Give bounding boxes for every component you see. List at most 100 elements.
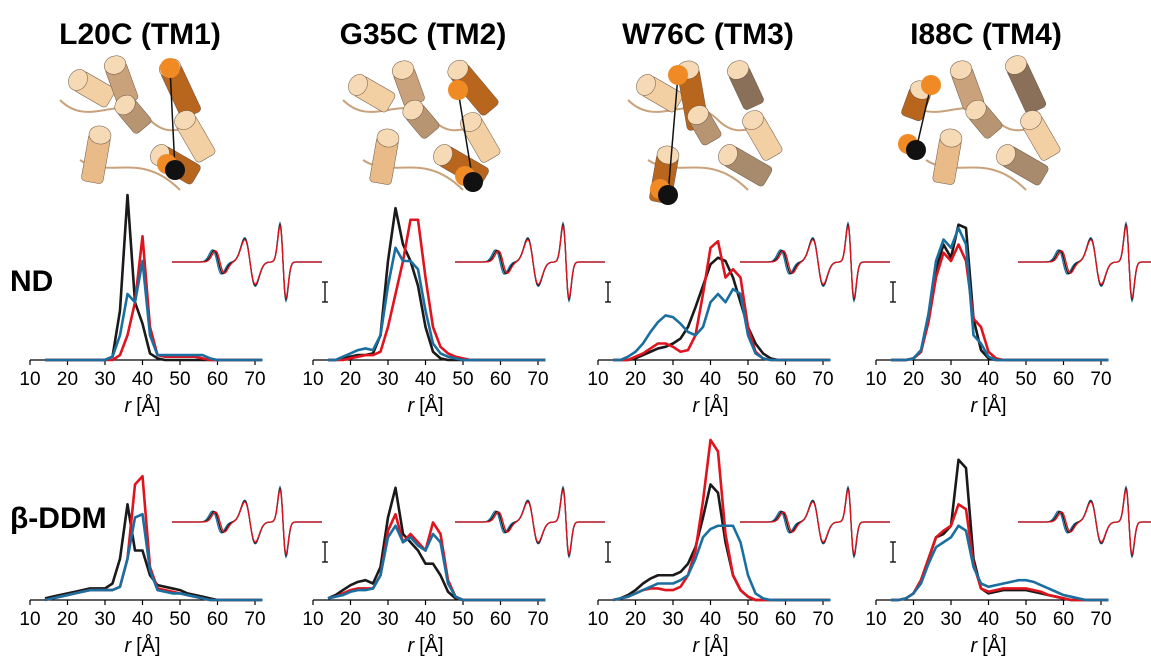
x-tick-label: 20: [903, 609, 924, 630]
x-axis-label: r [Å]: [124, 634, 160, 657]
x-tick-label: 70: [244, 369, 265, 390]
x-tick-label: 40: [132, 369, 153, 390]
spin-link: [457, 89, 474, 183]
helix: [447, 59, 499, 116]
x-tick-label: 30: [94, 609, 115, 630]
x-axis-unit: [Å]: [419, 394, 443, 417]
x-tick-label: 30: [94, 369, 115, 390]
column-title: G35C (TM2): [340, 18, 507, 51]
helix: [636, 74, 684, 113]
helix-cap: [348, 74, 368, 96]
x-axis-label: r [Å]: [692, 394, 728, 417]
x-tick-label: 60: [775, 369, 796, 390]
x-tick-label: 60: [1053, 609, 1074, 630]
distance-distribution: [45, 193, 263, 362]
x-tick-label: 40: [415, 609, 436, 630]
x-tick-label: 30: [377, 369, 398, 390]
x-tick-label: 10: [19, 609, 40, 630]
x-axis-label: r [Å]: [692, 634, 728, 657]
distance-distribution: [328, 246, 546, 362]
x-tick-label: 30: [940, 609, 961, 630]
helix: [742, 110, 783, 161]
spin-label: [463, 172, 483, 192]
x-tick-label: 10: [587, 369, 608, 390]
x-tick-label: 40: [700, 609, 721, 630]
helix: [718, 144, 773, 187]
helix: [460, 112, 501, 163]
distance-distribution: [613, 239, 831, 362]
helix: [68, 69, 116, 108]
inset-spectrum: [1018, 224, 1151, 300]
helix-cap: [727, 60, 749, 80]
helix-cap: [114, 94, 136, 116]
helix: [965, 99, 1003, 139]
helix-cap: [718, 144, 738, 166]
helix-cap: [447, 59, 469, 81]
helix: [348, 74, 396, 113]
helix-cap: [174, 110, 196, 130]
helix-cap: [965, 99, 987, 121]
scale-bar: [605, 541, 611, 563]
helix: [932, 128, 963, 185]
helix: [1020, 110, 1061, 161]
protein-cartoon: [342, 59, 501, 192]
helix-cap: [636, 74, 656, 96]
x-tick-label: 50: [169, 369, 190, 390]
helix: [114, 94, 152, 134]
x-tick-label: 20: [625, 609, 646, 630]
x-axis-unit: [Å]: [982, 634, 1006, 657]
distance-distribution: [45, 259, 263, 362]
x-axis-symbol: r: [124, 635, 132, 657]
distance-distribution: [613, 256, 831, 362]
x-tick-label: 10: [587, 609, 608, 630]
x-tick-label: 20: [625, 369, 646, 390]
inset-spectrum: [455, 224, 605, 300]
x-tick-label: 40: [978, 609, 999, 630]
x-tick-label: 70: [812, 369, 833, 390]
helix: [369, 128, 400, 185]
helix: [402, 99, 440, 139]
x-tick-label: 40: [700, 369, 721, 390]
distance-distribution: [327, 486, 546, 602]
inset-spectrum: [172, 488, 322, 556]
x-tick-label: 20: [57, 609, 78, 630]
helix-cap: [939, 128, 963, 148]
inset-spectrum: [1018, 488, 1151, 556]
x-axis-unit: [Å]: [982, 394, 1006, 417]
spin-label: [165, 160, 185, 180]
x-tick-label: 70: [1090, 369, 1111, 390]
x-tick-label: 60: [490, 609, 511, 630]
distance-distribution: [891, 226, 1109, 362]
helix-cap: [433, 144, 453, 166]
x-axis-label: r [Å]: [970, 634, 1006, 657]
helix-cap: [460, 112, 482, 132]
scale-bar: [890, 541, 896, 563]
x-tick-label: 20: [340, 609, 361, 630]
spin-label: [448, 80, 468, 100]
x-tick-label: 70: [527, 369, 548, 390]
column-title: I88C (TM4): [910, 18, 1062, 51]
helix-cap: [1020, 110, 1042, 130]
x-axis-label: r [Å]: [124, 394, 160, 417]
x-tick-label: 40: [978, 369, 999, 390]
spin-link: [169, 67, 176, 171]
inset-spectrum: [740, 224, 890, 300]
x-tick-label: 50: [1015, 609, 1036, 630]
spin-label: [160, 58, 180, 78]
distance-distribution: [327, 512, 546, 602]
helix-cap: [949, 60, 973, 80]
helix-cap: [391, 60, 415, 80]
x-axis-symbol: r: [692, 395, 700, 417]
x-tick-label: 20: [903, 369, 924, 390]
x-tick-label: 20: [340, 369, 361, 390]
helix-cap: [1005, 55, 1027, 75]
spin-label: [668, 65, 688, 85]
helix-cap: [742, 110, 764, 130]
x-tick-label: 30: [377, 609, 398, 630]
column-title: L20C (TM1): [59, 18, 221, 51]
x-tick-label: 10: [865, 609, 886, 630]
x-axis-unit: [Å]: [704, 394, 728, 417]
x-tick-label: 70: [812, 609, 833, 630]
spin-label: [906, 140, 926, 160]
